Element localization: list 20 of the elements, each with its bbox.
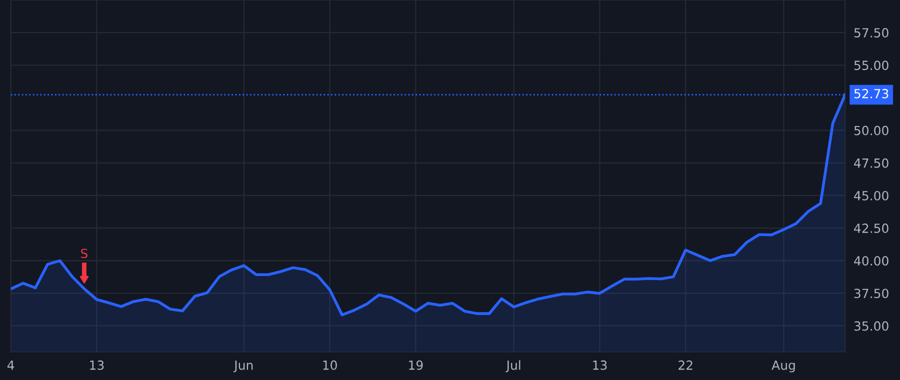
y-tick-label: 35.00 xyxy=(854,321,888,331)
x-tick-label: 19 xyxy=(409,360,423,370)
x-tick-label: 13 xyxy=(90,360,104,370)
x-tick-label: 10 xyxy=(323,360,337,370)
x-tick-label: 22 xyxy=(678,360,692,370)
y-tick-label: 57.50 xyxy=(854,28,888,38)
x-tick-label: Jun xyxy=(234,360,253,372)
x-tick-label: Jul xyxy=(506,360,520,372)
y-tick-label: 50.00 xyxy=(854,126,888,136)
x-tick-label: Aug xyxy=(772,360,795,372)
annotation: S xyxy=(81,248,88,258)
ref-line-label: 52.73 xyxy=(854,88,888,98)
y-tick-label: 55.00 xyxy=(854,60,888,70)
y-tick-label: 47.50 xyxy=(854,158,888,168)
x-tick-label: 13 xyxy=(593,360,607,370)
x-tick-label: 4 xyxy=(7,360,14,370)
y-tick-label: 40.00 xyxy=(854,256,888,266)
y-tick-label: 42.50 xyxy=(854,224,888,233)
y-tick-label: 45.00 xyxy=(854,190,888,200)
y-tick-label: 37.50 xyxy=(854,288,888,298)
